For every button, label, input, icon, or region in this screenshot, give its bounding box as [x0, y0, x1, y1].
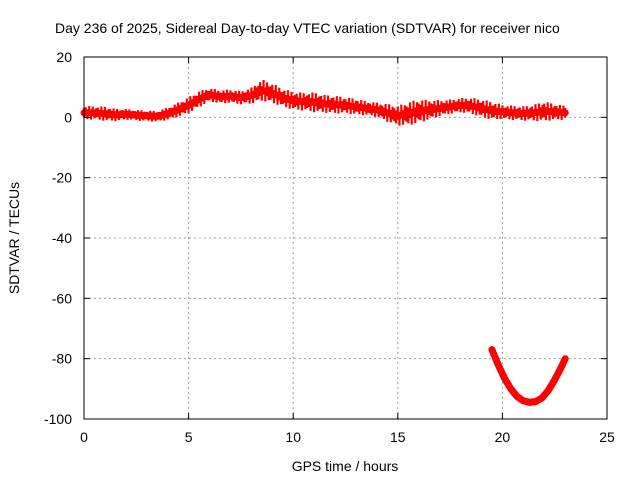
x-tick-label: 20 — [495, 429, 511, 445]
y-tick-label: -20 — [52, 170, 72, 186]
x-tick-label: 5 — [185, 429, 193, 445]
y-tick-label: 20 — [56, 49, 72, 65]
y-axis-title: SDTVAR / TECUs — [6, 182, 22, 294]
x-tick-label: 25 — [599, 429, 615, 445]
series-1 — [488, 346, 569, 406]
x-axis-title: GPS time / hours — [292, 458, 399, 474]
y-tick-label: -40 — [52, 230, 72, 246]
x-axis-ticks: 0 5 10 15 20 25 — [80, 57, 615, 445]
y-tick-label: -100 — [44, 411, 72, 427]
chart-title: Day 236 of 2025, Sidereal Day-to-day VTE… — [55, 20, 560, 36]
y-tick-label: -80 — [52, 351, 72, 367]
x-tick-label: 10 — [285, 429, 301, 445]
x-tick-label: 0 — [80, 429, 88, 445]
x-tick-label: 15 — [390, 429, 406, 445]
y-tick-label: -60 — [52, 290, 72, 306]
data-series — [80, 80, 569, 406]
y-tick-label: 0 — [64, 109, 72, 125]
series-0 — [80, 80, 569, 126]
y-axis-ticks: 20 0 -20 -40 -60 -80 -100 — [44, 49, 607, 427]
